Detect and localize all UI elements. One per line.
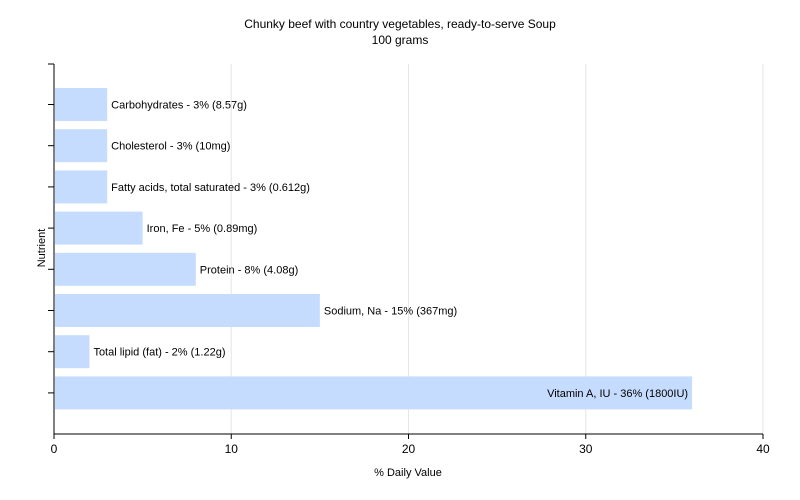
x-tick-label: 40 <box>756 442 770 456</box>
grid-layer <box>230 64 764 434</box>
x-axis-title: % Daily Value <box>374 467 442 479</box>
bar <box>55 376 693 410</box>
x-tick-label: 10 <box>225 442 239 456</box>
bar <box>55 252 196 286</box>
bar <box>55 170 108 204</box>
x-tick-label: 30 <box>579 442 593 456</box>
bar <box>55 294 320 327</box>
bar-layer: Carbohydrates - 3% (8.57g) Cholesterol - … <box>55 88 693 410</box>
bar <box>55 335 90 369</box>
y-axis-title: Nutrient <box>36 229 48 268</box>
x-tick-label: 20 <box>402 442 416 456</box>
bar-label: Fatty acids, total saturated - 3% (0.612… <box>111 182 310 194</box>
bar <box>55 211 143 245</box>
bar-label: Total lipid (fat) - 2% (1.22g) <box>93 347 225 359</box>
bar-label: Iron, Fe - 5% (0.89mg) <box>147 223 258 235</box>
bar <box>55 88 108 121</box>
bar-label: Cholesterol - 3% (10mg) <box>111 141 230 153</box>
chart-title: Chunky beef with country vegetables, rea… <box>244 17 556 31</box>
chart-subtitle: 100 grams <box>372 33 429 47</box>
bar <box>55 129 108 163</box>
bar-label: Vitamin A, IU - 36% (1800IU) <box>547 388 688 400</box>
x-tick-label: 0 <box>51 442 58 456</box>
bar-label: Protein - 8% (4.08g) <box>200 264 298 276</box>
bar-label: Sodium, Na - 15% (367mg) <box>324 306 457 318</box>
axis-layer: 0 10 20 30 40 <box>48 63 770 456</box>
bar-label: Carbohydrates - 3% (8.57g) <box>111 100 247 112</box>
